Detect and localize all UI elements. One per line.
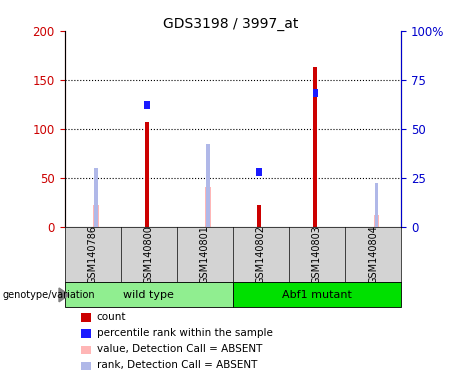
- Text: GSM140802: GSM140802: [256, 225, 266, 284]
- Bar: [375, 184, 378, 227]
- Text: GSM140803: GSM140803: [312, 225, 322, 284]
- Bar: [94, 168, 98, 227]
- Text: wild type: wild type: [123, 290, 174, 300]
- Text: GSM140800: GSM140800: [144, 225, 154, 284]
- Text: value, Detection Call = ABSENT: value, Detection Call = ABSENT: [97, 344, 262, 354]
- Bar: [205, 187, 211, 227]
- Polygon shape: [59, 288, 69, 302]
- FancyBboxPatch shape: [233, 282, 401, 307]
- Text: count: count: [97, 312, 126, 322]
- Bar: [257, 205, 261, 227]
- Bar: [207, 144, 210, 227]
- Text: genotype/variation: genotype/variation: [2, 290, 95, 300]
- Bar: [313, 89, 318, 97]
- Bar: [93, 205, 99, 227]
- Bar: [144, 101, 150, 109]
- Bar: [313, 67, 318, 227]
- Text: GSM140786: GSM140786: [88, 225, 98, 284]
- Bar: [256, 168, 262, 175]
- Text: GSM140804: GSM140804: [368, 225, 378, 284]
- Text: GSM140801: GSM140801: [200, 225, 210, 284]
- FancyBboxPatch shape: [65, 282, 233, 307]
- Text: rank, Detection Call = ABSENT: rank, Detection Call = ABSENT: [97, 360, 257, 370]
- Text: Abf1 mutant: Abf1 mutant: [282, 290, 352, 300]
- Text: percentile rank within the sample: percentile rank within the sample: [97, 328, 273, 338]
- Bar: [145, 122, 149, 227]
- Bar: [373, 215, 379, 227]
- Text: GDS3198 / 3997_at: GDS3198 / 3997_at: [163, 17, 298, 31]
